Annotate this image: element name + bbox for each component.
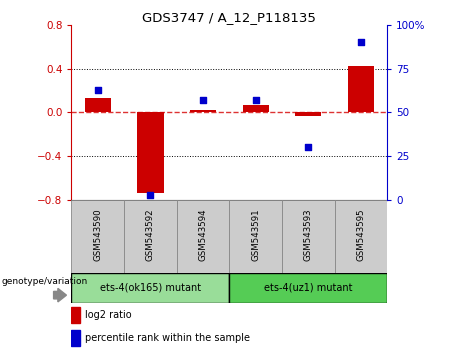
- Text: GSM543593: GSM543593: [304, 209, 313, 261]
- Point: [147, 192, 154, 198]
- Text: percentile rank within the sample: percentile rank within the sample: [85, 333, 250, 343]
- Point: [199, 97, 207, 103]
- Title: GDS3747 / A_12_P118135: GDS3747 / A_12_P118135: [142, 11, 316, 24]
- Bar: [242, 105, 269, 113]
- Text: GSM543590: GSM543590: [93, 209, 102, 261]
- Bar: [85, 98, 111, 113]
- FancyArrow shape: [53, 289, 66, 302]
- Text: ets-4(ok165) mutant: ets-4(ok165) mutant: [100, 282, 201, 293]
- Text: GSM543591: GSM543591: [251, 209, 260, 261]
- Text: GSM543595: GSM543595: [356, 209, 366, 261]
- Point: [305, 144, 312, 150]
- Bar: [348, 67, 374, 113]
- Text: GSM543594: GSM543594: [199, 209, 207, 261]
- Text: log2 ratio: log2 ratio: [85, 310, 131, 320]
- Bar: [71, 330, 80, 346]
- Bar: [137, 113, 164, 193]
- Bar: [190, 110, 216, 113]
- FancyBboxPatch shape: [71, 273, 229, 303]
- Point: [94, 87, 101, 92]
- Text: genotype/variation: genotype/variation: [1, 277, 88, 286]
- Point: [252, 97, 260, 103]
- FancyBboxPatch shape: [229, 200, 282, 273]
- Text: ets-4(uz1) mutant: ets-4(uz1) mutant: [264, 282, 353, 293]
- FancyBboxPatch shape: [124, 200, 177, 273]
- FancyBboxPatch shape: [335, 200, 387, 273]
- Text: GSM543592: GSM543592: [146, 209, 155, 261]
- Bar: [71, 307, 80, 323]
- FancyBboxPatch shape: [229, 273, 387, 303]
- Bar: [295, 113, 321, 116]
- FancyBboxPatch shape: [177, 200, 229, 273]
- Point: [357, 40, 365, 45]
- FancyBboxPatch shape: [71, 200, 124, 273]
- FancyBboxPatch shape: [282, 200, 335, 273]
